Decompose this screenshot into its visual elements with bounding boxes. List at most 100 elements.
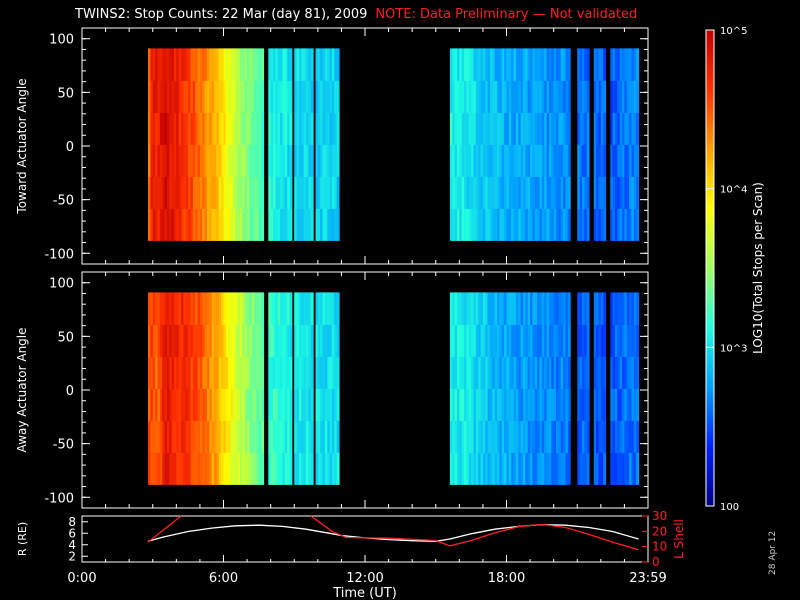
heatmap-cell [622,144,625,177]
heatmap-cell [499,452,503,485]
l-tick-label: 30 [652,509,667,523]
heatmap-cell [565,292,569,325]
heatmap-cell [310,420,314,453]
heatmap-cell [230,388,234,421]
heatmap-cell [537,452,541,485]
heatmap-cell [603,420,607,453]
heatmap-cell [214,292,217,325]
heatmap-cell [327,324,331,357]
heatmap-cell [249,420,253,453]
heatmap-cell [504,144,507,177]
heatmap-cell [553,112,557,145]
heatmap-cell [296,324,300,357]
heatmap-cell [577,388,581,421]
heatmap-cell [199,324,203,357]
heatmap-cell [244,48,248,81]
heatmap-cell [475,48,479,81]
heatmap-cell [525,80,529,113]
heatmap-cell [553,292,557,325]
heatmap-cell [171,176,175,209]
heatmap-cell [452,388,456,421]
heatmap-cell [171,324,175,357]
heatmap-cell [334,324,338,357]
heatmap-cell [619,324,623,357]
time-tick-label: 0:00 [67,571,96,586]
heatmap-cell [204,80,208,113]
heatmap-cell [527,292,531,325]
heatmap-cell [586,48,590,81]
heatmap-cell [174,388,177,421]
heatmap-cell [461,452,465,485]
heatmap-cell [261,324,265,357]
heatmap-cell [626,292,630,325]
heatmap-cell [452,48,456,81]
heatmap-cell [277,48,281,81]
heatmap-cell [471,420,474,453]
heatmap-cell [513,452,517,485]
heatmap-cell [164,208,168,241]
heatmap-cell [185,292,189,325]
heatmap-cell [475,324,479,357]
heatmap-cell [256,292,260,325]
heatmap-cell [617,388,621,421]
heatmap-cell [155,356,158,389]
heatmap-cell [275,48,279,81]
heatmap-cell [185,388,189,421]
heatmap-cell [468,388,472,421]
heatmap-cell [499,292,503,325]
heatmap-cell [299,388,302,421]
heatmap-cell [452,292,456,325]
heatmap-cell [301,48,305,81]
heatmap-cell [176,176,180,209]
heatmap-cell [499,356,503,389]
heatmap-cell [327,112,331,145]
heatmap-cell [169,80,173,113]
heatmap-cell [230,80,234,113]
heatmap-cell [617,48,621,81]
heatmap-cell [482,452,486,485]
heatmap-cell [152,48,156,81]
heatmap-cell [235,292,239,325]
heatmap-cell [482,112,486,145]
heatmap-cell [237,324,241,357]
heatmap-cell [202,80,206,113]
heatmap-cell [188,420,191,453]
heatmap-cell [308,112,312,145]
heatmap-cell [157,112,161,145]
heatmap-cell [459,292,463,325]
heatmap-cell [152,208,156,241]
heatmap-cell [539,176,543,209]
heatmap-cell [178,356,182,389]
heatmap-cell [232,292,236,325]
heatmap-cell [258,48,262,81]
heatmap-cell [596,176,599,209]
heatmap-cell [247,48,250,81]
heatmap-cell [539,292,543,325]
heatmap-cell [461,112,465,145]
heatmap-cell [199,388,203,421]
heatmap-cell [176,292,180,325]
heatmap-cell [242,388,246,421]
heatmap-cell [261,144,265,177]
y-axis-label: Away Actuator Angle [15,327,29,452]
heatmap-cell [523,144,526,177]
heatmap-cell [188,144,191,177]
heatmap-cell [530,208,533,241]
heatmap-cell [216,144,220,177]
heatmap-cell [466,176,470,209]
heatmap-cell [230,176,234,209]
heatmap-cell [232,452,236,485]
heatmap-cell [480,324,484,357]
heatmap-cell [622,452,625,485]
heatmap-cell [216,292,220,325]
heatmap-cell [551,324,555,357]
heatmap-cell [174,208,177,241]
heatmap-cell [256,420,260,453]
heatmap-cell [181,48,184,81]
heatmap-cell [315,208,319,241]
heatmap-cell [240,208,243,241]
heatmap-cell [511,208,515,241]
heatmap-cell [461,388,465,421]
heatmap-cell [471,356,474,389]
heatmap-cell [188,324,191,357]
